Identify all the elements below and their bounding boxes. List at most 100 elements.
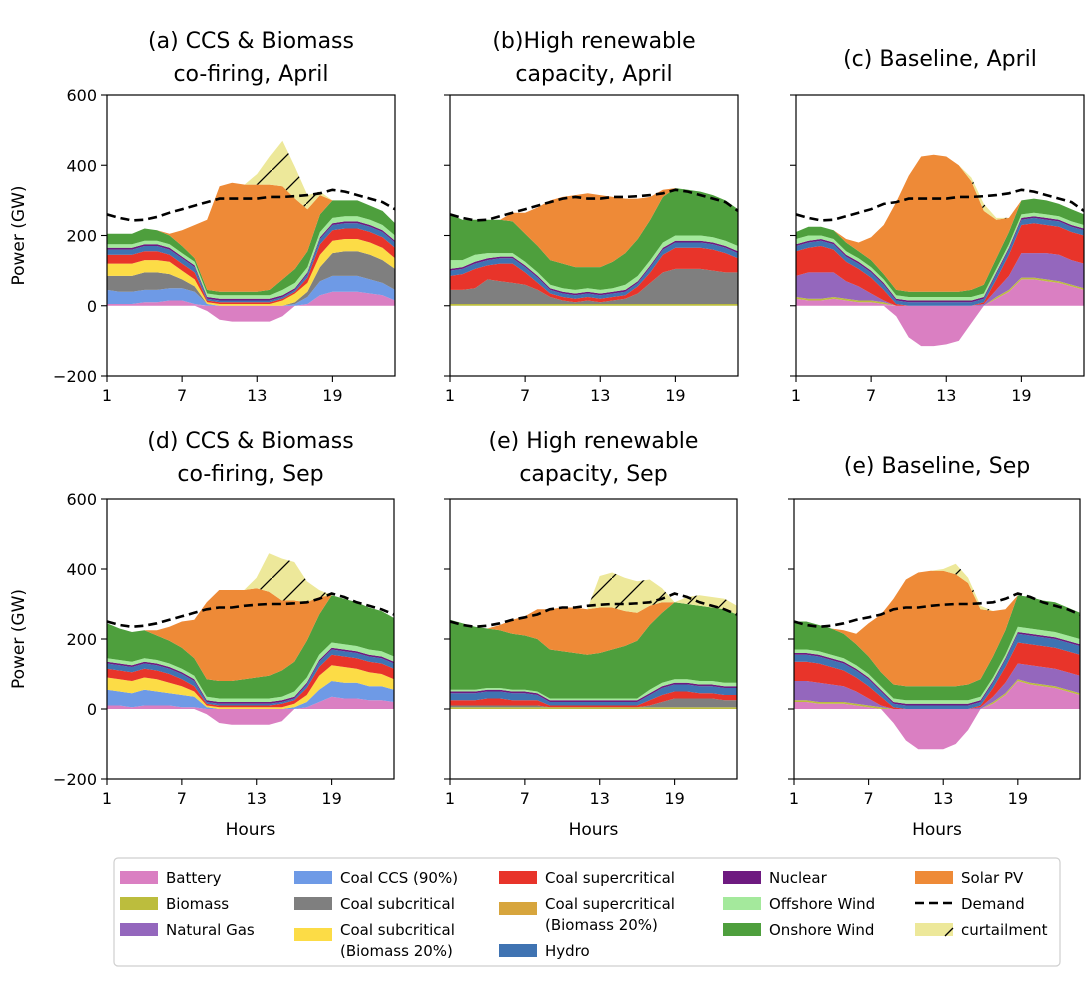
x-tick-label: 1 xyxy=(102,386,112,405)
legend-swatch xyxy=(499,902,537,915)
area-coal-subcritical xyxy=(450,268,738,304)
x-tick-label: 7 xyxy=(866,386,876,405)
y-tick-label: 400 xyxy=(66,560,97,579)
legend-swatch xyxy=(499,871,537,884)
legend-label: Biomass xyxy=(166,895,229,913)
curtailment-hatch xyxy=(450,572,737,629)
area-coal-supercritical xyxy=(107,654,394,708)
legend-label: Coal supercritical xyxy=(545,895,675,913)
chart-title: (c) Baseline, April xyxy=(843,47,1037,72)
x-tick-label: 1 xyxy=(791,386,801,405)
area-battery xyxy=(107,291,395,306)
plot-area xyxy=(796,154,1084,347)
panel-5: 1 7 13 19 (e) High renewable capacity, Sep Hou… xyxy=(444,429,738,840)
legend-swatch xyxy=(499,944,537,957)
legend-item-solar-pv: Solar PV xyxy=(915,869,1024,887)
y-axis-label: Power (GW) xyxy=(9,185,29,285)
area-natural-gas xyxy=(796,253,1084,306)
x-tick-label: 19 xyxy=(1011,386,1031,405)
y-tick-label: −200 xyxy=(53,367,97,386)
y-tick-label: 400 xyxy=(66,156,97,175)
legend-label: Coal supercritical xyxy=(545,869,675,887)
area-nuclear xyxy=(796,216,1084,303)
legend-swatch xyxy=(294,897,332,910)
legend-label: Nuclear xyxy=(769,869,828,887)
y-tick-label: 200 xyxy=(66,227,97,246)
x-tick-label: 13 xyxy=(247,789,267,808)
legend-swatch xyxy=(723,923,761,936)
legend-item-coal-subcritical-biomass-20: Coal subcritical (Biomass 20%) xyxy=(294,921,455,960)
panel-4: 1 7 13 19 600 400 200 0 −200 (d) CCS & Biomass co-… xyxy=(9,429,395,840)
legend-label: (Biomass 20%) xyxy=(545,916,658,934)
legend-label: Coal subcritical xyxy=(340,921,455,939)
area-coal-supercritical xyxy=(450,691,737,708)
legend-item-biomass: Biomass xyxy=(120,895,229,913)
area-biomass xyxy=(450,707,737,709)
x-tick-label: 1 xyxy=(445,386,455,405)
chart-title: co-firing, Sep xyxy=(177,462,323,487)
demand-line xyxy=(796,188,1084,222)
y-tick-label: −200 xyxy=(53,770,97,789)
x-tick-label: 13 xyxy=(936,386,956,405)
legend-item-battery: Battery xyxy=(120,869,222,887)
plot-area xyxy=(794,563,1080,750)
plot-area xyxy=(450,572,737,709)
area-offshore-wind xyxy=(450,235,738,294)
area-offshore-wind xyxy=(450,679,737,701)
chart-title: capacity, April xyxy=(515,62,672,87)
area-battery xyxy=(107,696,394,709)
legend-swatch xyxy=(120,923,158,936)
legend-frame xyxy=(113,857,1061,967)
x-tick-label: 7 xyxy=(864,789,874,808)
legend-label: Demand xyxy=(961,895,1025,913)
area-solar-pv xyxy=(794,570,1080,687)
panel-3: 1 7 13 19 (c) Baseline, April xyxy=(790,47,1085,405)
demand-line xyxy=(107,188,395,222)
x-tick-label: 13 xyxy=(590,386,610,405)
legend: Battery Biomass Natural Gas Coal CCS (90%) C… xyxy=(113,857,1061,967)
area-solar-pv xyxy=(796,154,1084,292)
area-solar-pv xyxy=(107,588,394,681)
legend-label: Offshore Wind xyxy=(769,895,875,913)
x-tick-label: 19 xyxy=(321,789,341,808)
x-axis-label: Hours xyxy=(569,820,619,840)
area-coal-subcritical-biomass-20 xyxy=(107,239,395,306)
area-offshore-wind xyxy=(794,626,1080,704)
demand-line xyxy=(450,188,738,222)
x-tick-label: 7 xyxy=(520,386,530,405)
x-tick-label: 1 xyxy=(445,789,455,808)
panel-2: 1 7 13 19 (b)High renewable capacity, April xyxy=(444,29,739,405)
area-hydro xyxy=(794,633,1080,709)
legend-swatch xyxy=(294,871,332,884)
area-onshore-wind xyxy=(107,595,394,699)
area-hydro xyxy=(796,217,1084,306)
area-battery-charging xyxy=(107,305,395,322)
area-coal-supercritical xyxy=(450,247,738,303)
plot-area xyxy=(107,140,395,322)
chart-title: co-firing, April xyxy=(173,62,328,87)
chart-title: (d) CCS & Biomass xyxy=(147,429,353,454)
legend-item-onshore-wind: Onshore Wind xyxy=(723,921,874,939)
y-tick-label: 0 xyxy=(87,700,97,719)
legend-swatch xyxy=(294,928,332,941)
area-natural-gas xyxy=(794,663,1080,709)
demand-line xyxy=(794,592,1080,629)
plot-area xyxy=(107,553,394,725)
legend-swatch xyxy=(723,897,761,910)
area-hydro xyxy=(450,242,738,299)
y-tick-label: 600 xyxy=(66,490,97,509)
area-biomass xyxy=(450,304,738,306)
area-coal-supercritical xyxy=(796,223,1084,306)
legend-swatch xyxy=(915,923,953,936)
x-tick-label: 19 xyxy=(1008,789,1028,808)
area-solar-pv xyxy=(450,602,737,655)
legend-label: Hydro xyxy=(545,942,590,960)
chart-title: (b)High renewable xyxy=(492,29,695,54)
panels: 1 7 13 19 600 400 200 0 −200 (a) CCS & Biomass co-… xyxy=(9,29,1085,840)
chart-title: (e) High renewable xyxy=(489,429,699,454)
area-onshore-wind xyxy=(450,602,737,699)
y-axis-label: Power (GW) xyxy=(9,589,29,689)
legend-item-curtailment: curtailment xyxy=(915,921,1048,939)
x-tick-label: 1 xyxy=(102,789,112,808)
